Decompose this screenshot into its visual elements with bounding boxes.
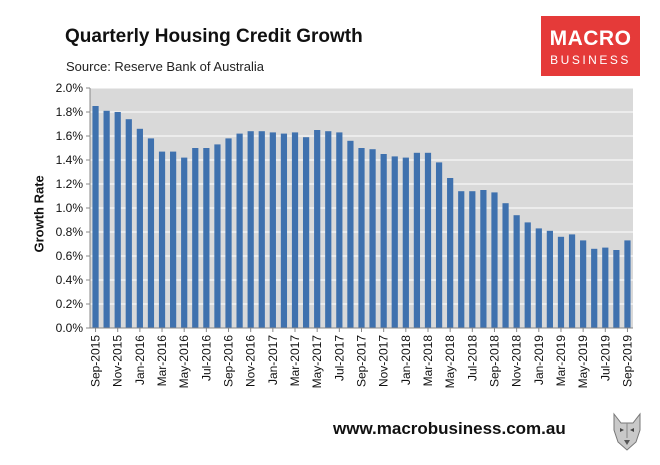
bar — [103, 110, 110, 328]
bar — [170, 151, 177, 328]
bar — [114, 112, 121, 328]
y-tick-label: 0.0% — [56, 321, 84, 335]
bar — [347, 140, 354, 328]
logo-line-2: BUSINESS — [550, 53, 631, 67]
x-tick-label: Nov-2015 — [111, 335, 125, 387]
macrobusiness-logo: MACRO BUSINESS — [541, 16, 640, 76]
x-tick-label: Jul-2017 — [332, 335, 346, 381]
x-tick-label: Jul-2019 — [598, 335, 612, 381]
bar — [247, 131, 254, 328]
bar — [458, 191, 465, 328]
bar — [502, 203, 509, 328]
bar — [391, 156, 398, 328]
bar — [491, 192, 498, 328]
bar — [435, 162, 443, 328]
chart-subtitle: Source: Reserve Bank of Australia — [66, 59, 264, 74]
x-tick-label: Jan-2016 — [133, 335, 147, 385]
bar — [557, 236, 565, 328]
bar — [269, 132, 276, 328]
bar — [325, 131, 332, 328]
bar — [302, 137, 310, 328]
chart-title: Quarterly Housing Credit Growth — [65, 26, 363, 47]
y-tick-label: 1.2% — [56, 177, 84, 191]
bar — [591, 248, 598, 328]
bar — [92, 106, 99, 328]
bar — [402, 157, 409, 328]
bar — [158, 151, 166, 328]
bar — [480, 190, 487, 328]
x-tick-label: Mar-2017 — [288, 335, 302, 387]
bar — [513, 215, 520, 328]
bar — [580, 240, 587, 328]
x-tick-label: Nov-2016 — [244, 335, 258, 387]
y-tick-label: 0.4% — [56, 273, 84, 287]
y-tick-label: 0.2% — [56, 297, 84, 311]
bar — [358, 148, 365, 328]
wolf-mascot-icon — [613, 412, 641, 451]
y-tick-label: 0.8% — [56, 225, 84, 239]
x-tick-label: May-2018 — [443, 335, 457, 389]
x-tick-label: May-2016 — [177, 335, 191, 389]
x-tick-label: Jul-2016 — [199, 335, 213, 381]
y-tick-label: 1.0% — [56, 201, 84, 215]
x-tick-label: Sep-2018 — [487, 335, 501, 387]
x-tick-label: Nov-2017 — [377, 335, 391, 387]
x-tick-label: Sep-2016 — [222, 335, 236, 387]
bar — [280, 133, 288, 328]
y-tick-label: 1.8% — [56, 105, 84, 119]
bar — [447, 178, 454, 328]
x-tick-label: Mar-2016 — [155, 335, 169, 387]
bar — [424, 152, 432, 328]
bar — [192, 148, 199, 328]
bar — [136, 128, 143, 328]
x-tick-label: May-2017 — [310, 335, 324, 389]
bar — [413, 152, 421, 328]
x-tick-label: Nov-2018 — [510, 335, 524, 387]
x-tick-label: Sep-2017 — [355, 335, 369, 387]
y-tick-label: 1.6% — [56, 129, 84, 143]
bar — [236, 133, 243, 328]
bar — [225, 138, 232, 328]
bar — [624, 240, 631, 328]
bar — [535, 228, 542, 328]
x-tick-label: May-2019 — [576, 335, 590, 389]
bar — [258, 131, 265, 328]
bar — [147, 138, 155, 328]
bar — [203, 148, 210, 328]
bar — [314, 130, 321, 328]
bar — [181, 157, 188, 328]
y-tick-label: 2.0% — [56, 81, 84, 95]
x-tick-label: Sep-2019 — [620, 335, 634, 387]
logo-line-1: MACRO — [549, 27, 632, 50]
bar — [613, 250, 620, 328]
bar — [380, 154, 387, 328]
y-tick-label: 1.4% — [56, 153, 84, 167]
bar — [602, 247, 609, 328]
x-tick-label: Jan-2018 — [399, 335, 413, 385]
bar — [369, 149, 376, 328]
bar — [546, 230, 553, 328]
bar — [469, 191, 476, 328]
x-tick-label: Mar-2019 — [554, 335, 568, 387]
bar — [568, 234, 576, 328]
bar — [336, 132, 343, 328]
y-tick-label: 0.6% — [56, 249, 84, 263]
bar — [214, 144, 221, 328]
x-tick-label: Sep-2015 — [89, 335, 103, 387]
website-url: www.macrobusiness.com.au — [333, 419, 566, 438]
x-tick-label: Jan-2017 — [266, 335, 280, 385]
x-tick-label: Jan-2019 — [532, 335, 546, 385]
bar — [524, 222, 531, 328]
x-tick-label: Jul-2018 — [465, 335, 479, 381]
x-tick-label: Mar-2018 — [421, 335, 435, 387]
bar — [291, 132, 299, 328]
bar — [125, 119, 132, 328]
